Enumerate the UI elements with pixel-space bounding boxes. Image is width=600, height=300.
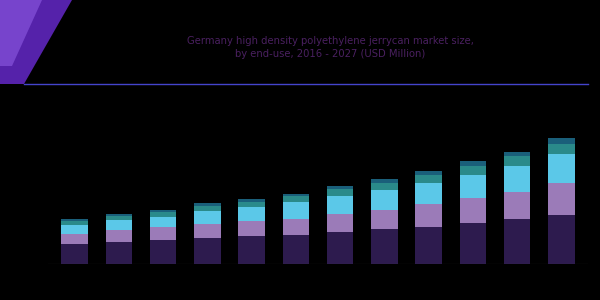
Bar xyxy=(504,192,530,219)
Bar xyxy=(194,212,221,224)
Bar xyxy=(548,215,575,264)
Bar xyxy=(415,183,442,204)
Bar xyxy=(283,235,309,264)
Bar xyxy=(194,203,221,206)
Bar xyxy=(504,219,530,264)
Bar xyxy=(283,194,309,196)
Bar xyxy=(548,138,575,144)
Bar xyxy=(371,229,398,264)
Bar xyxy=(548,183,575,215)
Bar xyxy=(150,217,176,227)
Bar xyxy=(194,206,221,212)
Bar xyxy=(238,236,265,264)
Bar xyxy=(106,216,132,220)
Bar xyxy=(327,196,353,214)
Bar xyxy=(327,189,353,196)
Bar xyxy=(238,199,265,202)
Bar xyxy=(415,226,442,264)
Bar xyxy=(548,154,575,183)
Bar xyxy=(238,221,265,236)
Bar xyxy=(194,224,221,238)
Bar xyxy=(61,219,88,221)
Bar xyxy=(106,220,132,230)
Bar xyxy=(371,190,398,210)
Bar xyxy=(150,210,176,212)
Bar xyxy=(460,175,486,198)
Bar xyxy=(371,210,398,229)
Bar xyxy=(283,196,309,203)
Bar xyxy=(460,166,486,175)
Bar xyxy=(150,240,176,264)
Bar xyxy=(460,223,486,264)
Bar xyxy=(371,179,398,183)
Bar xyxy=(238,207,265,221)
Bar xyxy=(61,234,88,244)
Bar xyxy=(106,214,132,216)
Bar xyxy=(327,214,353,232)
Bar xyxy=(415,175,442,183)
Bar xyxy=(460,161,486,166)
Bar xyxy=(106,242,132,264)
Bar xyxy=(61,225,88,234)
Bar xyxy=(504,152,530,156)
Bar xyxy=(283,202,309,218)
Bar xyxy=(415,171,442,175)
Text: Germany high density polyethylene jerrycan market size,
by end-use, 2016 - 2027 : Germany high density polyethylene jerryc… xyxy=(187,36,473,59)
Bar xyxy=(61,221,88,225)
Bar xyxy=(371,183,398,190)
Bar xyxy=(283,218,309,235)
Bar xyxy=(504,166,530,192)
Bar xyxy=(548,144,575,154)
Bar xyxy=(150,227,176,240)
Bar xyxy=(106,230,132,242)
Bar xyxy=(327,232,353,264)
Bar xyxy=(504,156,530,166)
Bar xyxy=(327,186,353,189)
Bar xyxy=(150,212,176,217)
Bar xyxy=(238,202,265,207)
Bar xyxy=(61,244,88,264)
Bar xyxy=(415,204,442,226)
Bar xyxy=(460,198,486,223)
Bar xyxy=(194,238,221,264)
